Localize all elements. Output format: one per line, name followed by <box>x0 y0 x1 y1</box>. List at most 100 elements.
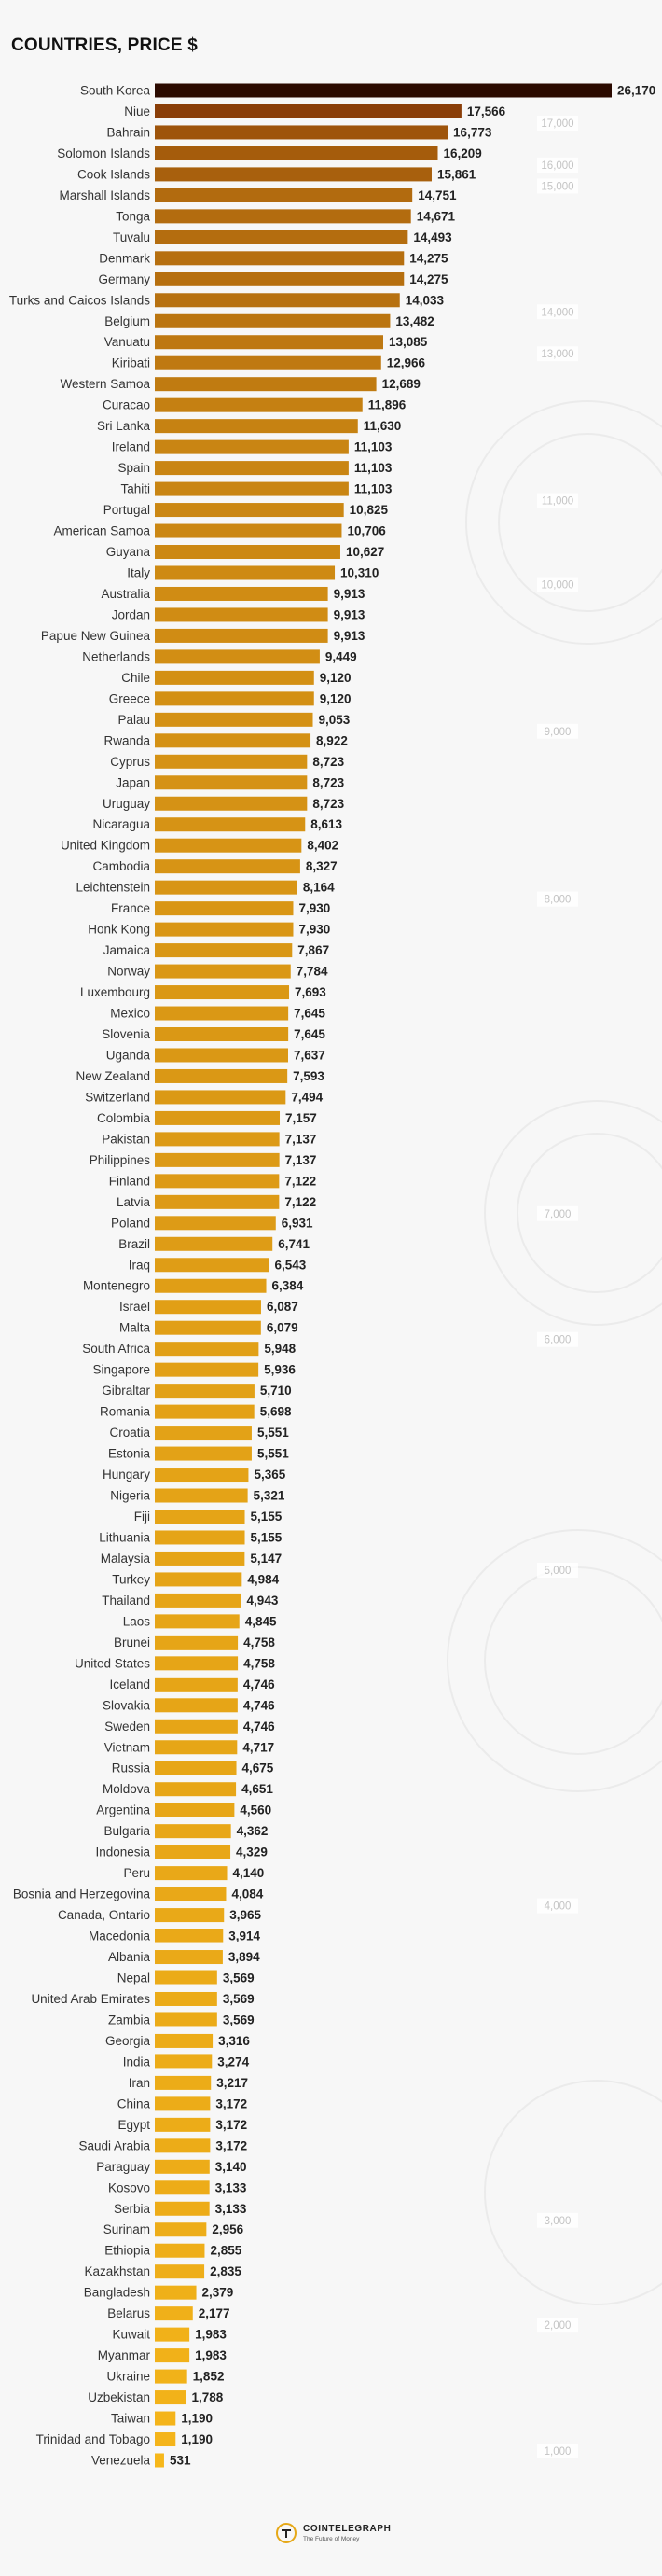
country-label: United Arab Emirates <box>31 1992 150 2006</box>
value-label: 1,983 <box>195 2328 227 2342</box>
country-label: Kazakhstan <box>84 2264 150 2278</box>
footer-tagline: The Future of Money <box>303 2535 360 2542</box>
bar-100 <box>155 2180 210 2195</box>
value-label: 2,379 <box>202 2286 234 2300</box>
bar-15 <box>155 397 363 412</box>
value-label: 3,569 <box>223 1971 255 1985</box>
country-label: Rwanda <box>103 733 150 747</box>
bar-49 <box>155 1110 281 1125</box>
country-label: Gibraltar <box>102 1384 150 1398</box>
bar-83 <box>155 1824 231 1839</box>
value-label: 3,274 <box>217 2054 249 2068</box>
country-label: South Korea <box>80 84 151 98</box>
bar-102 <box>155 2222 207 2237</box>
bar-21 <box>155 523 342 538</box>
value-label: 7,157 <box>285 1111 317 1125</box>
bar-108 <box>155 2348 190 2363</box>
country-label: Nepal <box>117 1971 150 1985</box>
value-label: 8,613 <box>310 817 342 831</box>
country-label: Montenegro <box>83 1279 150 1293</box>
country-label: Thailand <box>102 1594 150 1608</box>
country-label: Latvia <box>117 1195 151 1209</box>
bar-47 <box>155 1068 288 1083</box>
country-label: Slovakia <box>103 1698 151 1712</box>
country-label: Belgium <box>104 314 150 328</box>
country-label: Tahiti <box>120 482 150 496</box>
country-label: Georgia <box>105 2034 151 2048</box>
bar-40 <box>155 922 294 937</box>
value-label: 7,930 <box>298 923 330 937</box>
value-label: 16,773 <box>453 125 492 139</box>
country-label: Belarus <box>107 2306 150 2320</box>
bar-112 <box>155 2432 176 2447</box>
bar-41 <box>155 943 293 958</box>
bar-103 <box>155 2243 205 2258</box>
value-label: 13,085 <box>389 335 428 349</box>
bar-74 <box>155 1635 239 1650</box>
value-label: 1,190 <box>181 2432 213 2446</box>
bars: South Korea 26,170 Niue 17,566 Bahrain 16,773… <box>9 83 655 2468</box>
country-label: Philippines <box>90 1153 151 1167</box>
value-label: 9,053 <box>319 713 351 727</box>
bar-67 <box>155 1488 248 1503</box>
value-label: 6,087 <box>267 1300 298 1314</box>
country-label: Albania <box>108 1950 151 1964</box>
bar-32 <box>155 754 308 769</box>
scale-label-bg <box>537 304 578 320</box>
value-label: 14,751 <box>418 188 457 202</box>
country-label: Honk Kong <box>88 923 150 937</box>
value-label: 3,894 <box>228 1950 260 1964</box>
country-label: Marshall Islands <box>59 188 150 202</box>
bar-86 <box>155 1887 227 1901</box>
bar-54 <box>155 1216 276 1231</box>
country-label: Nigeria <box>110 1489 150 1503</box>
bar-7 <box>155 230 408 244</box>
value-label: 4,675 <box>242 1761 274 1775</box>
value-label: 3,133 <box>215 2180 247 2194</box>
bar-69 <box>155 1530 245 1545</box>
bar-27 <box>155 649 320 664</box>
country-label: Japan <box>116 775 150 789</box>
value-label: 11,103 <box>354 461 393 475</box>
country-label: Ethiopia <box>104 2244 150 2258</box>
scale-label: 13,000 <box>541 349 573 360</box>
value-label: 4,084 <box>231 1887 263 1901</box>
scale-labels: 17,000 16,000 15,000 14,000 13,000 11,000 10,0… <box>537 115 578 2459</box>
country-label: Spain <box>117 461 150 475</box>
bar-89 <box>155 1950 223 1965</box>
value-label: 14,275 <box>409 251 448 265</box>
country-label: Moldova <box>103 1782 151 1796</box>
scale-label-bg <box>537 723 578 739</box>
country-label: Trinidad and Tobago <box>36 2432 150 2446</box>
country-label: Bahrain <box>106 125 150 139</box>
bar-97 <box>155 2117 211 2132</box>
bar-85 <box>155 1866 228 1881</box>
country-label: Portugal <box>103 503 150 517</box>
value-label: 8,723 <box>312 755 344 769</box>
bar-10 <box>155 293 400 308</box>
country-label: Canada, Ontario <box>58 1908 150 1922</box>
country-label: United States <box>75 1656 150 1670</box>
country-label: Serbia <box>114 2202 151 2216</box>
value-label: 10,825 <box>350 503 389 517</box>
bar-43 <box>155 985 290 1000</box>
country-label: Saudi Arabia <box>78 2138 150 2152</box>
footer-logo: COINTELEGRAPH The Future of Money <box>275 2522 391 2544</box>
country-label: Kosovo <box>108 2180 150 2194</box>
bar-90 <box>155 1970 217 1985</box>
value-label: 3,569 <box>223 2012 255 2026</box>
value-label: 3,133 <box>215 2202 247 2216</box>
country-label: Curacao <box>103 398 150 412</box>
country-label: Myanmar <box>98 2348 151 2362</box>
value-label: 5,551 <box>257 1447 289 1461</box>
country-label: Norway <box>107 965 150 979</box>
country-label: Sweden <box>104 1720 150 1734</box>
bar-64 <box>155 1426 252 1441</box>
value-label: 15,861 <box>437 167 476 181</box>
value-label: 2,956 <box>212 2222 243 2236</box>
value-label: 7,867 <box>297 943 329 957</box>
country-label: Peru <box>123 1866 150 1880</box>
country-label: Pakistan <box>102 1132 150 1146</box>
country-label: Paraguay <box>96 2160 150 2174</box>
